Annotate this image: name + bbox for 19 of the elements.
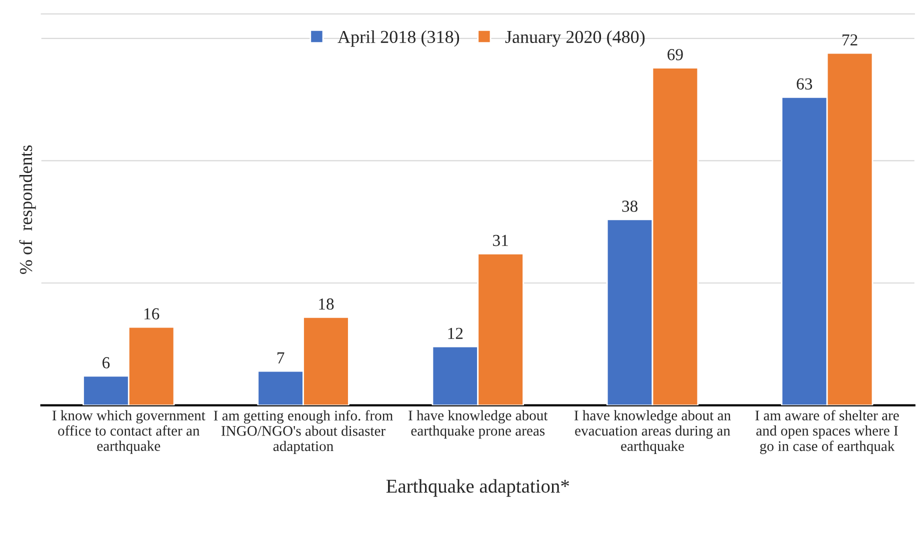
data-label: 12 xyxy=(448,328,463,339)
data-label: 6 xyxy=(102,357,110,368)
x-tick-label: I know which government office to contact after an earthquake xyxy=(52,410,206,454)
data-label: 16 xyxy=(144,308,160,320)
data-label: 63 xyxy=(796,78,812,90)
data-label: 38 xyxy=(622,200,638,212)
data-label: 72 xyxy=(842,34,858,46)
x-tick-label: I have knowledge about an evacuation areas during an earthquake xyxy=(574,410,731,454)
data-label: 31 xyxy=(493,234,508,246)
data-label: 7 xyxy=(278,352,284,364)
data-label: 69 xyxy=(668,49,683,60)
x-axis-title: Earthquake adaptation* xyxy=(386,479,569,497)
x-tick-label: I am getting enough info. from INGO/NGO's about disaster adaptation xyxy=(214,410,393,454)
y-axis-title: % of respondents xyxy=(19,145,36,274)
legend-label: April 2018 (318) xyxy=(338,30,460,47)
x-tick-label: I am aware of shelter are and open spaces where I go in case of earthquak xyxy=(755,410,899,454)
data-label: 18 xyxy=(319,298,334,310)
legend-label: January 2020 (480) xyxy=(505,30,645,47)
x-tick-label: I have knowledge about earthquake prone areas xyxy=(408,410,548,439)
